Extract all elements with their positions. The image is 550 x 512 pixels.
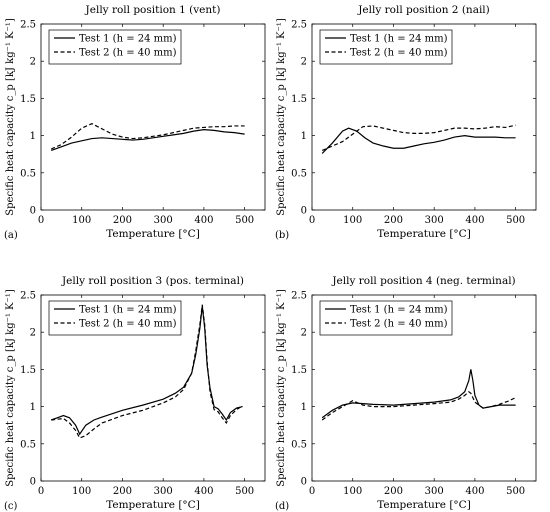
legend-entry-1: Test 1 (h = 24 mm): [79, 305, 177, 316]
legend-entry-2: Test 2 (h = 40 mm): [79, 48, 177, 59]
legend-entry-1: Test 1 (h = 24 mm): [350, 34, 448, 45]
x-tick-label: 200: [384, 215, 403, 226]
legend-entry-1: Test 1 (h = 24 mm): [350, 305, 448, 316]
x-tick-label: 500: [235, 486, 254, 497]
x-tick-label: 100: [343, 486, 362, 497]
y-tick-label: 1.5: [20, 94, 36, 105]
chart-panel-4: 0 100 200 300 400 500 0 0.5 1 1.5 2 2.5 Jelly roll p…: [275, 275, 537, 512]
plot-frame: [311, 23, 537, 211]
y-tick-label: 1: [301, 131, 307, 142]
y-axis-label: Specific heat capacity c_p [kJ kg⁻¹ K⁻¹]: [5, 18, 16, 216]
plot-frame: [40, 23, 266, 211]
y-tick-label: 1: [301, 402, 307, 413]
x-axis-label: Temperature [°C]: [377, 499, 471, 511]
legend-box: [319, 300, 453, 336]
series-line-2: [51, 304, 243, 439]
series-line-2: [321, 124, 516, 152]
legend-entry-1: Test 1 (h = 24 mm): [79, 34, 177, 45]
y-tick-label: 1: [30, 131, 36, 142]
y-axis-label: Specific heat capacity c_p [kJ kg⁻¹ K⁻¹]: [5, 289, 16, 487]
series-line-2: [321, 390, 516, 421]
y-tick-label: 1.5: [20, 365, 36, 376]
plot-frame: [40, 294, 266, 482]
legend-box: [48, 300, 182, 336]
panel-label: (a): [4, 230, 18, 241]
x-tick-label: 300: [154, 486, 173, 497]
legend: Test 1 (h = 24 mm) Test 2 (h = 40 mm): [319, 300, 453, 336]
y-tick-label: 0.5: [20, 168, 36, 179]
y-tick-label: 2.5: [20, 20, 36, 31]
x-tick-label: 400: [465, 486, 484, 497]
panel-label: (b): [275, 230, 289, 241]
legend: Test 1 (h = 24 mm) Test 2 (h = 40 mm): [48, 29, 182, 65]
panel-label: (d): [275, 501, 289, 512]
series-line-1: [50, 129, 245, 152]
y-tick-label: 0.5: [20, 439, 36, 450]
chart-title: Jelly roll position 2 (nail): [357, 4, 490, 16]
x-tick-label: 0: [309, 486, 315, 497]
y-tick-label: 0: [301, 206, 307, 217]
series-line-1: [321, 369, 516, 419]
x-tick-label: 0: [38, 215, 44, 226]
chart-title: Jelly roll position 3 (pos. terminal): [61, 275, 244, 287]
chart-title: Jelly roll position 4 (neg. terminal): [331, 275, 515, 287]
chart-panel-3: 0 100 200 300 400 500 0 0.5 1 1.5 2 2.5 Jelly roll p…: [4, 275, 266, 512]
x-tick-label: 100: [72, 215, 91, 226]
y-tick-label: 0: [30, 206, 36, 217]
panel-label: (c): [4, 501, 18, 512]
y-tick-label: 2: [301, 57, 307, 68]
x-tick-label: 500: [235, 215, 254, 226]
legend-box: [319, 29, 453, 65]
y-axis-label: Specific heat capacity c_p [kJ kg⁻¹ K⁻¹]: [276, 18, 287, 216]
series-line-1: [321, 127, 516, 154]
legend-entry-2: Test 2 (h = 40 mm): [350, 319, 448, 330]
y-tick-label: 2.5: [291, 20, 307, 31]
x-tick-label: 500: [506, 215, 525, 226]
series-line-2: [50, 123, 245, 150]
x-tick-label: 200: [384, 486, 403, 497]
legend: Test 1 (h = 24 mm) Test 2 (h = 40 mm): [48, 300, 182, 336]
y-tick-label: 0: [301, 477, 307, 488]
y-tick-label: 2.5: [20, 291, 36, 302]
x-tick-label: 500: [506, 486, 525, 497]
x-tick-label: 300: [425, 215, 444, 226]
y-tick-label: 1: [30, 402, 36, 413]
y-tick-label: 2: [30, 328, 36, 339]
plot-frame: [311, 294, 537, 482]
legend: Test 1 (h = 24 mm) Test 2 (h = 40 mm): [319, 29, 453, 65]
x-tick-label: 400: [465, 215, 484, 226]
x-tick-label: 100: [343, 215, 362, 226]
chart-title: Jelly roll position 1 (vent): [85, 4, 221, 16]
x-tick-label: 0: [309, 215, 315, 226]
x-tick-label: 400: [194, 215, 213, 226]
x-axis-label: Temperature [°C]: [106, 228, 200, 240]
y-tick-label: 2: [301, 328, 307, 339]
x-tick-label: 200: [113, 215, 132, 226]
y-tick-label: 0: [30, 477, 36, 488]
x-tick-label: 300: [154, 215, 173, 226]
y-tick-label: 1.5: [291, 94, 307, 105]
x-axis-label: Temperature [°C]: [106, 499, 200, 511]
y-tick-label: 1.5: [291, 365, 307, 376]
legend-entry-2: Test 2 (h = 40 mm): [350, 48, 448, 59]
y-tick-label: 2: [30, 57, 36, 68]
x-tick-label: 300: [425, 486, 444, 497]
x-axis-label: Temperature [°C]: [377, 228, 471, 240]
legend-entry-2: Test 2 (h = 40 mm): [79, 319, 177, 330]
chart-panel-2: 0 100 200 300 400 500 0 0.5 1 1.5 2 2.5 Jelly roll p…: [275, 4, 537, 241]
x-tick-label: 0: [38, 486, 44, 497]
y-tick-label: 2.5: [291, 291, 307, 302]
chart-panel-1: 0 100 200 300 400 500 0 0.5 1 1.5 2 2.5 Jelly roll p…: [4, 4, 266, 241]
x-tick-label: 100: [72, 486, 91, 497]
y-tick-label: 0.5: [291, 168, 307, 179]
y-tick-label: 0.5: [291, 439, 307, 450]
legend-box: [48, 29, 182, 65]
x-tick-label: 200: [113, 486, 132, 497]
x-tick-label: 400: [194, 486, 213, 497]
y-axis-label: Specific heat capacity c_p [kJ kg⁻¹ K⁻¹]: [276, 289, 287, 487]
